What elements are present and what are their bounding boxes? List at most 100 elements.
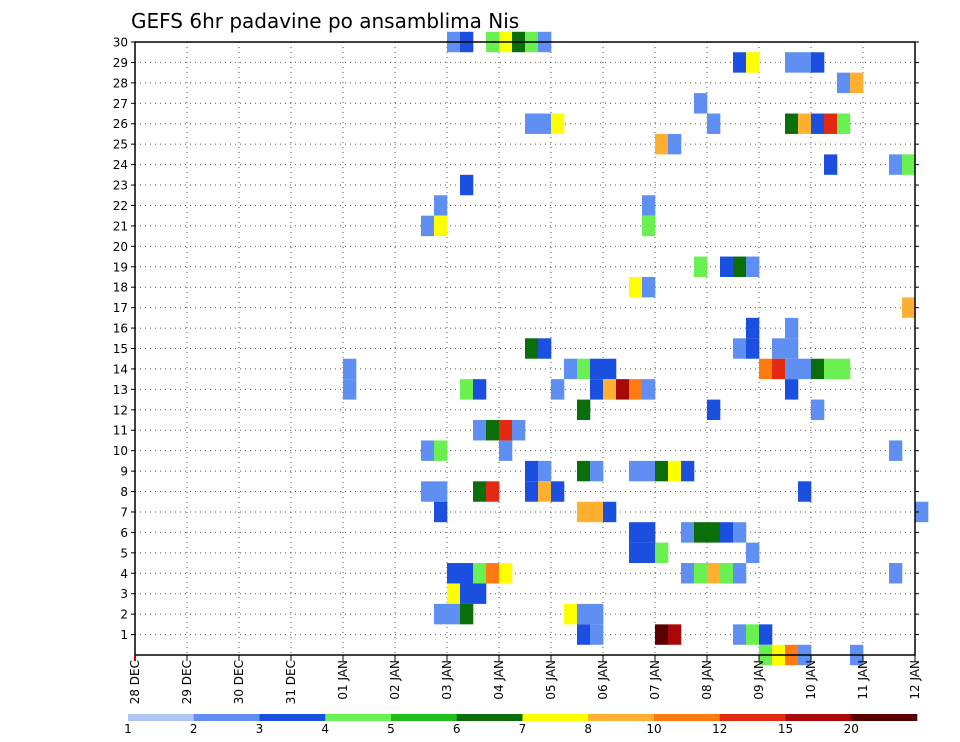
x-axis-ticks: 28 DEC 29 DEC 30 DEC 31 DEC 01 JAN 02 JAN 03 J… [128,655,922,704]
heatmap-cell [759,624,773,645]
colorbar-segment [785,714,852,721]
heatmap-cell [421,481,435,502]
x-tick-label: 29 DEC [180,660,194,704]
heatmap-cell [785,358,799,380]
y-tick-label: 11 [113,424,128,438]
heatmap-cell [460,379,474,400]
heatmap-cell [733,563,747,584]
heatmap-cell [525,481,539,502]
heatmap-cell [590,501,604,523]
heatmap-cell [434,603,448,625]
x-tick-label: 07 JAN [648,660,662,700]
y-tick-label: 1 [120,628,128,642]
heatmap-cell [785,338,799,359]
y-tick-label: 2 [120,608,128,622]
heatmap-cell [525,338,539,359]
heatmap-cell [772,338,786,359]
y-tick-label: 28 [113,76,128,90]
heatmap-cell [733,338,747,359]
heatmap-cell [434,501,448,523]
y-tick-label: 3 [120,587,128,601]
heatmap-cell [629,542,643,564]
colorbar-segment [851,714,918,721]
heatmap-cell [655,460,669,482]
heatmap-cell [824,113,838,134]
heatmap-cell [668,624,682,645]
y-tick-label: 17 [113,301,128,315]
heatmap-cell [902,154,916,175]
heatmap-cell [642,460,656,482]
heatmap-cell [681,563,695,584]
heatmap-cell [694,563,708,584]
y-tick-label: 30 [113,36,128,50]
x-tick-label: 30 DEC [232,660,246,704]
heatmap-cell [681,522,695,543]
heatmap-cell [499,420,513,441]
heatmap-cell [460,563,474,584]
y-tick-label: 5 [120,546,128,560]
heatmap-cell [759,358,773,380]
heatmap-cell [746,542,760,564]
y-tick-label: 10 [113,444,128,458]
heatmap-cell [785,113,799,134]
heatmap-cell [590,379,604,400]
heatmap-cell [694,256,708,277]
heatmap-cell [642,542,656,564]
heatmap-cell [525,113,539,134]
heatmap-cell [824,358,838,380]
heatmap-cell [577,603,591,625]
heatmap-cell [603,501,617,523]
y-tick-label: 16 [113,322,128,336]
heatmap-cell [538,481,552,502]
heatmap-cell [733,624,747,645]
heatmap-cell [707,113,721,134]
heatmap-cell [889,440,903,461]
y-axis-ticks: 1234567891011121314151617181920212223242… [113,36,919,642]
heatmap-cell [798,358,812,380]
heatmap-cell [642,195,656,216]
heatmap-cell [512,420,526,441]
heatmap-cell [642,379,656,400]
x-tick-label: 04 JAN [492,660,506,700]
heatmap-cell [655,542,669,564]
heatmap-cell [564,603,578,625]
colorbar-segment [719,714,786,721]
y-tick-label: 9 [120,465,128,479]
heatmap-cell [655,133,669,155]
heatmap-cell [473,481,487,502]
heatmap-cell [811,399,825,421]
heatmap-cell [434,481,448,502]
heatmap-cell [707,522,721,543]
colorbar: 1 2 3 4 5 6 7 8 10 12 15 20 [124,714,918,736]
heatmap-cell [343,358,357,380]
heatmap-cell [629,522,643,543]
heatmap-cell [772,358,786,380]
colorbar-segment [259,714,326,721]
colorbar-label: 20 [844,722,859,736]
y-tick-label: 20 [113,240,128,254]
heatmap-cell [499,440,513,461]
heatmap-cell [733,522,747,543]
y-tick-label: 6 [120,526,128,540]
x-tick-label: 03 JAN [440,660,454,700]
heatmap-cell [343,379,357,400]
colorbar-label: 12 [712,722,727,736]
heatmap-cell [733,256,747,277]
heatmap-cell [460,603,474,625]
y-tick-label: 7 [120,505,128,519]
colorbar-segment [522,714,589,721]
x-tick-label: 09 JAN [752,660,766,700]
x-tick-label: 12 JAN [908,660,922,700]
y-tick-label: 26 [113,117,128,131]
heatmap-cell [525,460,539,482]
heatmap-cell [590,460,604,482]
y-tick-label: 15 [113,342,128,356]
y-tick-label: 12 [113,403,128,417]
colorbar-segment [456,714,523,721]
x-tick-label: 10 JAN [804,660,818,700]
heatmap-cell [915,501,929,523]
heatmap-cell [798,113,812,134]
heatmap-cell [642,522,656,543]
x-tick-label: 31 DEC [284,660,298,704]
